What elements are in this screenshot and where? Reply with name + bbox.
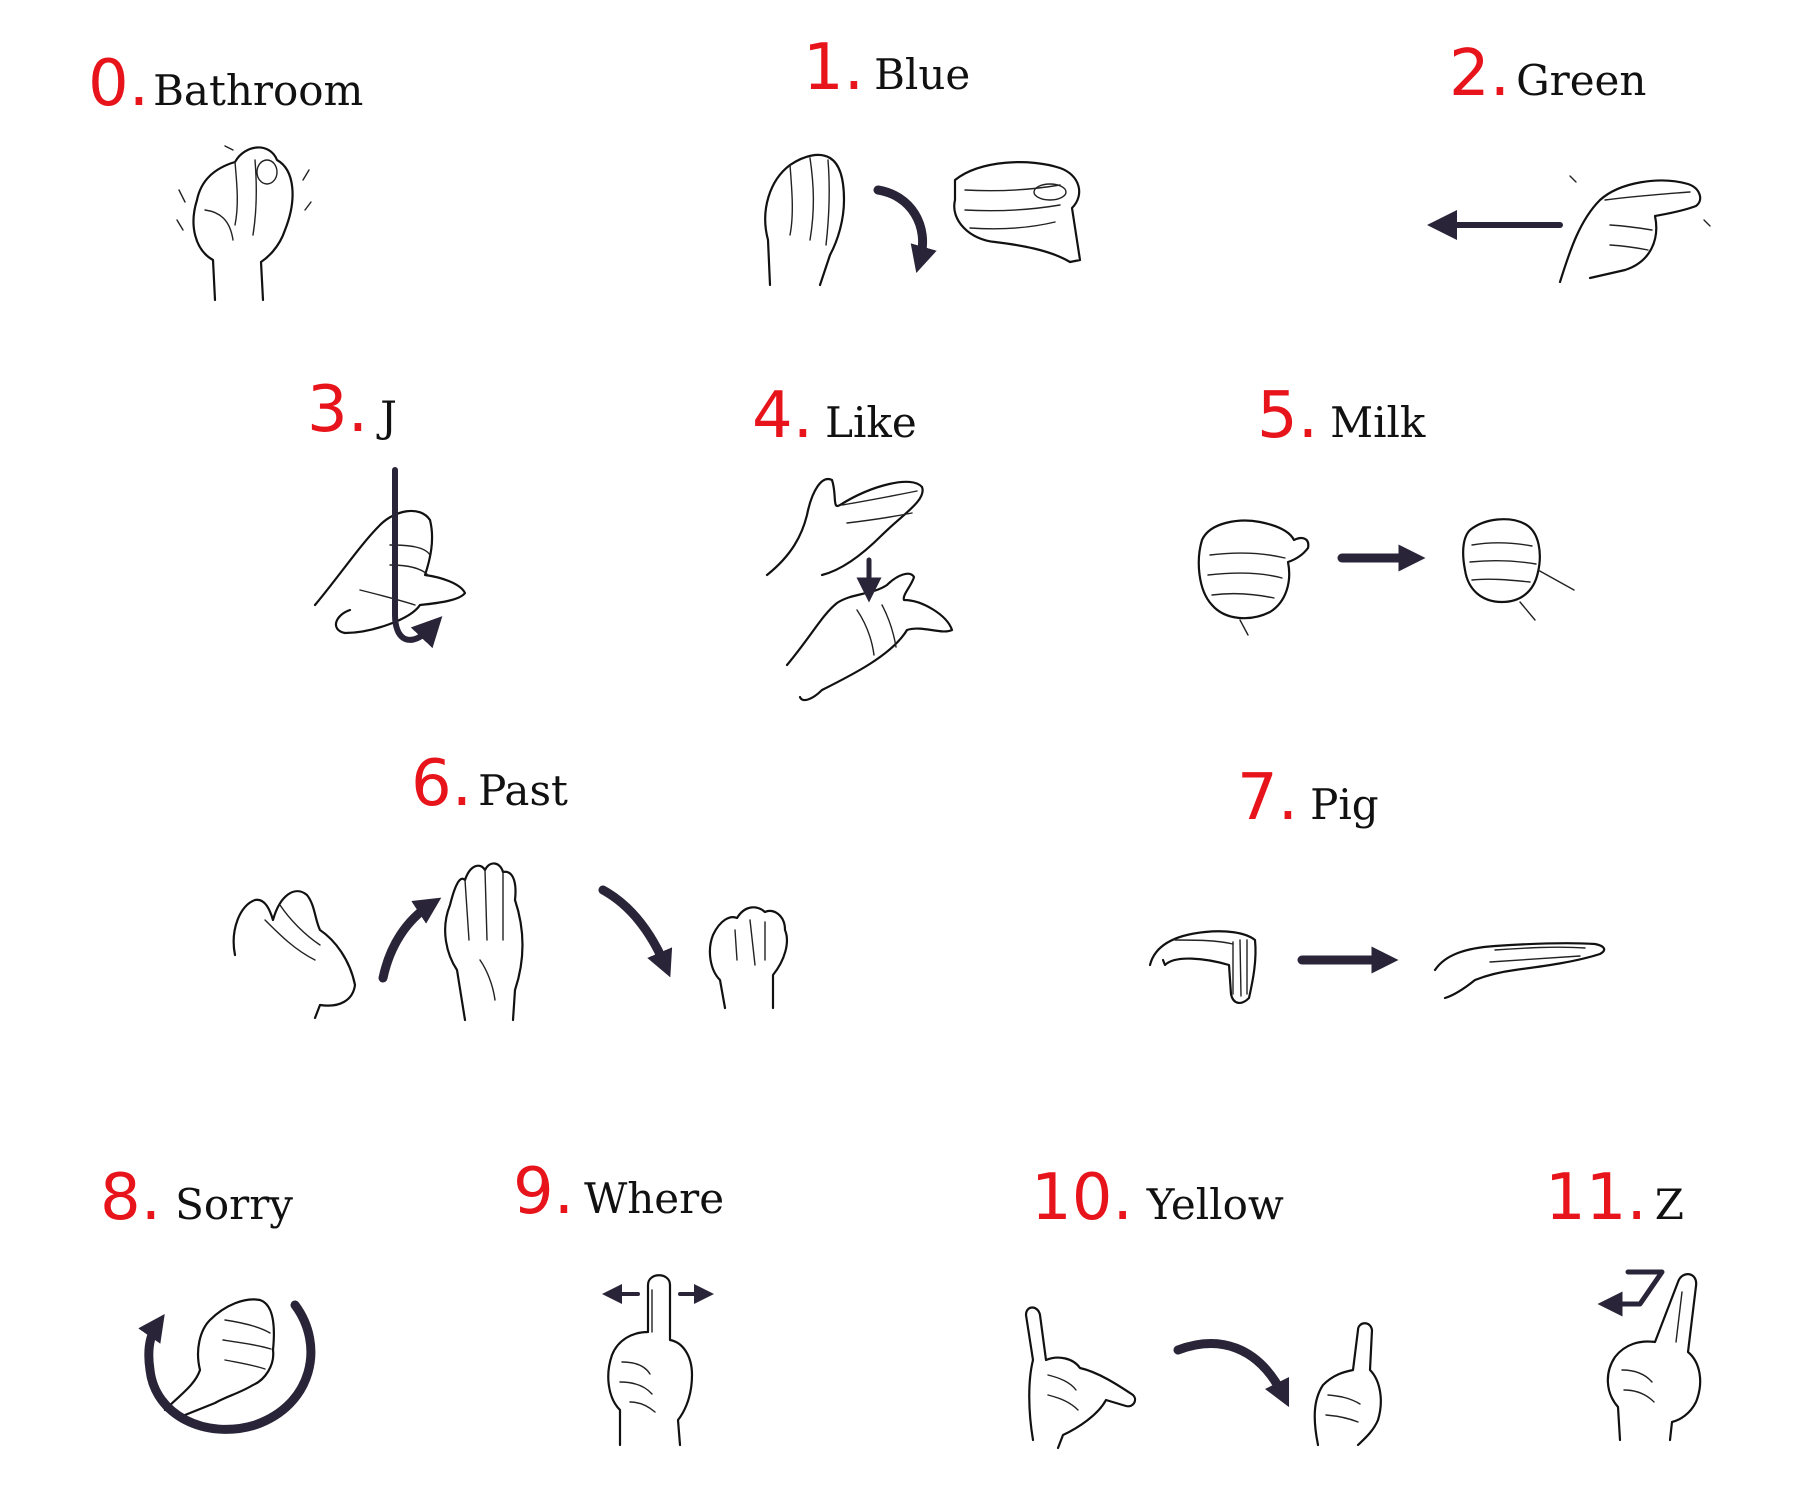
sign-label: 1. Blue <box>803 36 970 100</box>
sign-number: 6. <box>411 747 473 821</box>
sign-number: 2. <box>1449 37 1511 111</box>
sign-word: Z <box>1654 1180 1684 1229</box>
sign-number: 7. <box>1237 761 1299 835</box>
sign-number: 0. <box>88 47 150 121</box>
yellow-hands-icon <box>1018 1300 1408 1450</box>
sign-word: Like <box>825 398 917 447</box>
sign-label: 4. Like <box>752 384 917 448</box>
sign-label: 0. Bathroom <box>88 52 363 116</box>
where-hand-icon <box>602 1270 714 1450</box>
sign-label: 5. Milk <box>1257 384 1425 448</box>
sign-word: Yellow <box>1146 1180 1284 1229</box>
pig-hands-icon <box>1145 910 1615 1010</box>
sorry-hand-icon <box>138 1275 320 1435</box>
sign-label: 8. Sorry <box>100 1166 293 1230</box>
sign-word: Past <box>478 766 568 815</box>
sign-label: 10. Yellow <box>1031 1166 1284 1230</box>
sign-number: 5. <box>1257 379 1319 453</box>
past-hands-icon <box>225 860 805 1025</box>
sign-label: 7. Pig <box>1237 766 1379 830</box>
blue-hands-icon <box>760 150 1090 290</box>
j-hand-icon <box>310 465 470 649</box>
sign-label: 11. Z <box>1545 1166 1684 1230</box>
sign-number: 1. <box>803 31 865 105</box>
sign-number: 11. <box>1545 1161 1647 1235</box>
sign-label: 9. Where <box>513 1160 724 1224</box>
sign-word: Green <box>1516 56 1647 105</box>
sign-number: 8. <box>100 1161 162 1235</box>
green-hand-icon <box>1427 170 1710 290</box>
sign-label: 3. J <box>307 378 397 442</box>
like-hands-icon <box>762 465 962 705</box>
sign-word: Where <box>584 1174 725 1223</box>
sign-word: Milk <box>1330 398 1426 447</box>
sign-label: 6. Past <box>411 752 568 816</box>
sign-number: 3. <box>307 373 369 447</box>
sign-word: Bathroom <box>153 66 364 115</box>
sign-number: 4. <box>752 379 814 453</box>
sign-word: Sorry <box>175 1180 294 1229</box>
sign-word: J <box>380 392 397 441</box>
z-hand-icon <box>1597 1262 1725 1447</box>
bathroom-hand-icon <box>175 140 315 310</box>
sign-number: 10. <box>1031 1161 1133 1235</box>
sign-word: Blue <box>874 50 971 99</box>
sign-label: 2. Green <box>1449 42 1646 106</box>
sign-number: 9. <box>513 1155 575 1229</box>
milk-hands-icon <box>1190 510 1580 640</box>
sign-word: Pig <box>1310 780 1379 829</box>
